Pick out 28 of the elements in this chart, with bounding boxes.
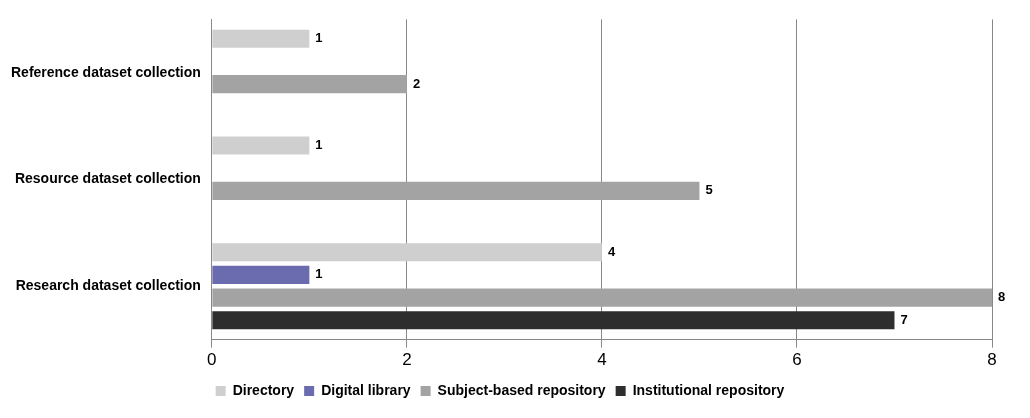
data-label: 2	[412, 75, 421, 91]
y-tick-label: Research dataset collection	[15, 277, 201, 294]
x-tick-label: 0	[207, 350, 217, 370]
x-tick-label: 8	[987, 350, 997, 370]
data-label: 4	[607, 243, 616, 259]
legend-label: Directory	[232, 381, 295, 398]
x-tick-label: 2	[402, 350, 412, 370]
data-label: 5	[705, 182, 713, 198]
data-label: 1	[315, 30, 323, 46]
y-tick-label: Reference dataset collection	[10, 63, 201, 80]
bar	[212, 29, 310, 48]
legend-label: Institutional repository	[632, 381, 785, 398]
bar	[212, 136, 310, 155]
data-label: 7	[900, 311, 908, 327]
legend-label: Subject-based repository	[437, 381, 606, 398]
data-label: 8	[998, 289, 1006, 305]
bar	[212, 311, 895, 330]
y-tick-label: Resource dataset collection	[14, 170, 201, 187]
bar	[212, 265, 310, 284]
legend-label: Digital library	[321, 381, 411, 398]
data-label: 1	[315, 137, 323, 153]
bar	[212, 181, 700, 200]
bar	[212, 243, 602, 262]
bar	[212, 75, 407, 94]
bar	[212, 288, 992, 307]
x-tick-label: 4	[597, 350, 607, 370]
data-label: 1	[315, 266, 323, 282]
x-tick-label: 6	[792, 350, 802, 370]
